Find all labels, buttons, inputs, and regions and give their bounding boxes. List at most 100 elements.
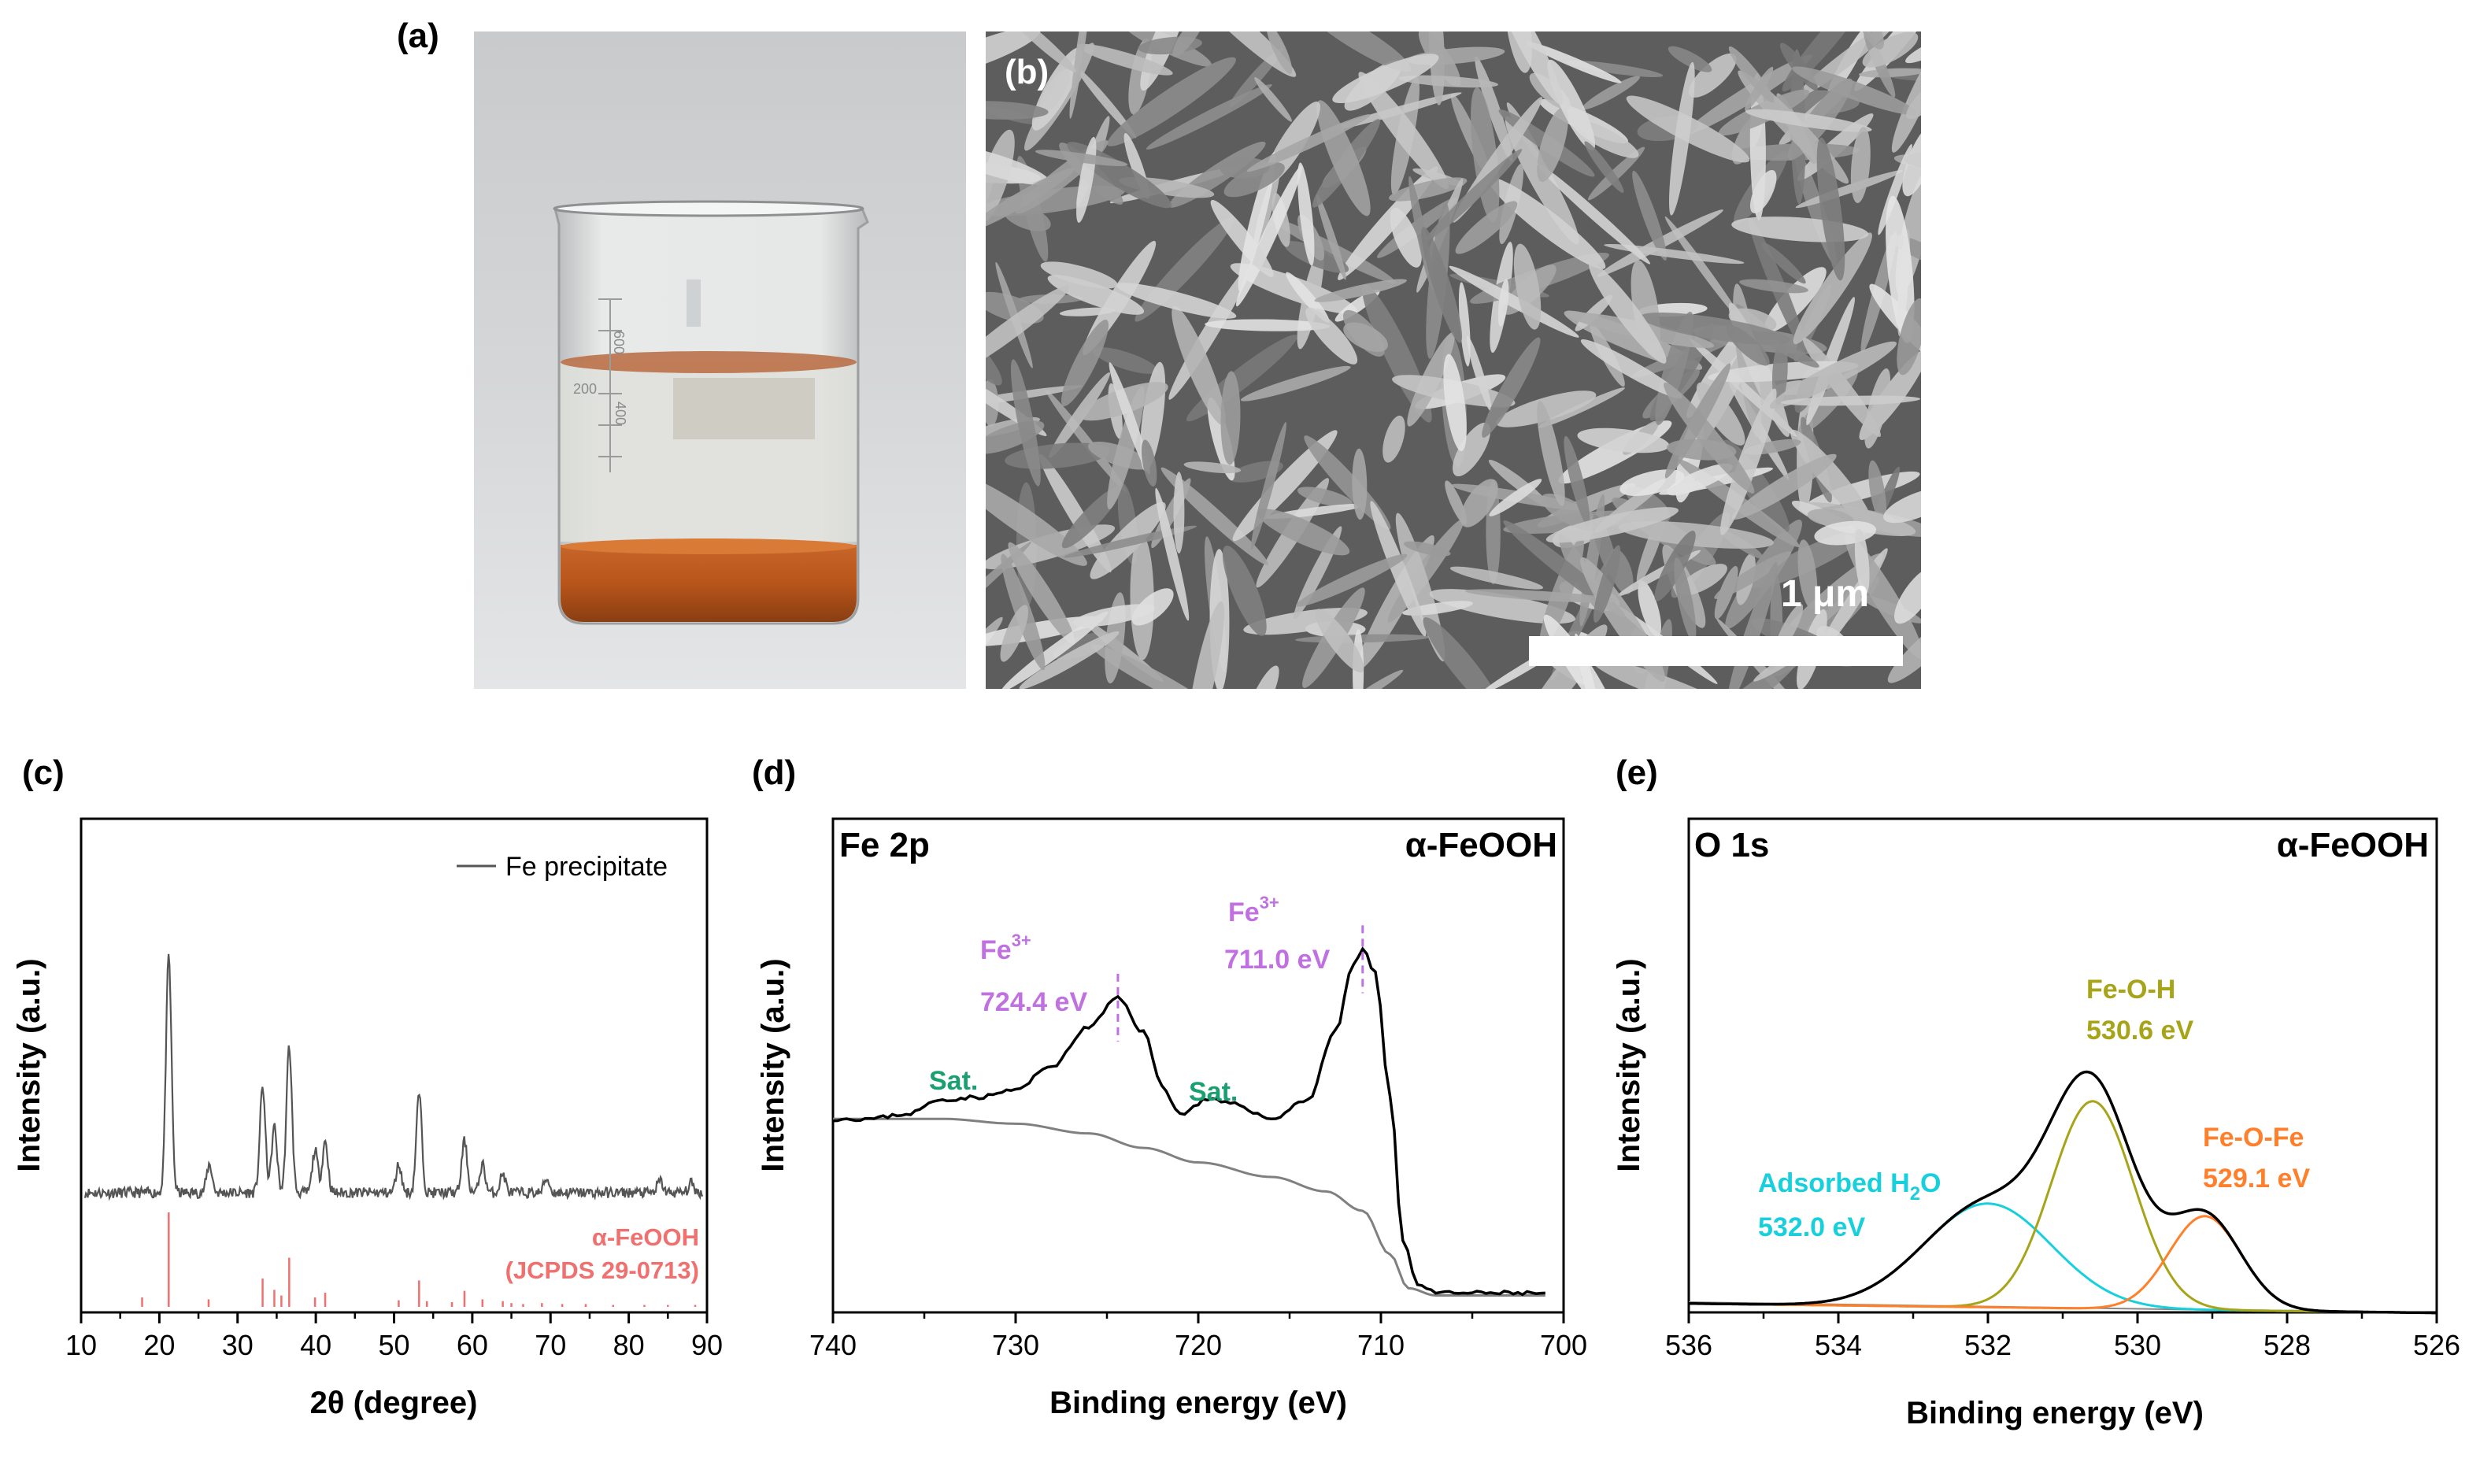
- panel-c-label: (c): [22, 753, 65, 792]
- sem-nanorod: [1304, 435, 1391, 530]
- fe2p-title: Fe 2p: [839, 826, 930, 864]
- sem-nanorod: [1222, 546, 1267, 636]
- fe2p-background-line: [833, 1117, 1545, 1297]
- sem-nanorod: [1130, 534, 1154, 661]
- sem-nanorod: [1286, 272, 1330, 323]
- sem-nanorod: [1338, 669, 1404, 689]
- sem-nanorod: [1423, 617, 1504, 689]
- sem-nanorod: [1850, 127, 1871, 203]
- sem-nanorod: [1418, 31, 1461, 87]
- sem-nanorod: [1780, 395, 1921, 406]
- fefe-value: 529.1 eV: [2203, 1164, 2310, 1193]
- sem-nanorod: [1398, 75, 1498, 88]
- sem-nanorod: [1604, 243, 1745, 265]
- sem-nanorod: [1060, 320, 1109, 407]
- sem-nanorod: [1047, 275, 1145, 315]
- panel-e-label: (e): [1616, 753, 1658, 792]
- sem-nanorod: [1688, 53, 1737, 98]
- sem-nanorod: [1155, 487, 1190, 621]
- x-tick-label: 710: [1357, 1329, 1405, 1361]
- sem-nanorod: [1466, 335, 1492, 412]
- sem-nanorod: [1720, 388, 1777, 535]
- fe2p-peak-markers: [1116, 925, 1364, 1042]
- sem-nanorod: [986, 101, 1049, 120]
- o1s-envelope: [1689, 1070, 2437, 1315]
- sem-nanorod: [986, 385, 1083, 409]
- sem-nanorod: [1482, 337, 1541, 438]
- x-tick-label: 720: [1175, 1329, 1222, 1361]
- sem-nanorod: [1093, 347, 1158, 374]
- sem-nanorod: [1038, 453, 1112, 572]
- sem-nanorod: [1904, 35, 1921, 64]
- sem-nanorod: [1714, 551, 1792, 599]
- sem-nanorod: [1632, 170, 1668, 261]
- x-tick-label: 20: [143, 1329, 175, 1361]
- sem-nanorod: [1246, 114, 1371, 172]
- sem-nanorod: [1192, 31, 1297, 77]
- x-tick-label: 536: [1665, 1329, 1712, 1361]
- sem-nanorod: [1254, 76, 1292, 122]
- sem-nanorod: [1537, 107, 1568, 182]
- sem-nanorod: [1223, 162, 1285, 198]
- sem-nanorod: [1394, 31, 1454, 32]
- sem-nanorod: [1238, 152, 1276, 291]
- sem-nanorod: [1668, 46, 1712, 72]
- sem-nanorod: [1352, 448, 1368, 520]
- o1s-phase: α-FeOOH: [2277, 826, 2429, 864]
- sem-nanorod: [1370, 501, 1427, 637]
- sem-nanorod: [1453, 422, 1491, 477]
- sem-nanorods: [986, 31, 1921, 689]
- feoh-value: 530.6 eV: [2086, 1016, 2193, 1045]
- sem-nanorod: [1674, 557, 1697, 642]
- fe2p-x-axis: 740 730 720 710 700: [809, 1312, 1587, 1361]
- sem-nanorod: [1390, 207, 1422, 268]
- sem-nanorod: [1854, 528, 1870, 596]
- fe2p-spectrum-line: [832, 946, 1545, 1297]
- panel-c: (c) 10 20 30 40 50 60 70 80 90 Fe precipitate α-…: [12, 753, 723, 1420]
- sem-nanorod: [1584, 141, 1624, 193]
- sem-nanorod: [1727, 562, 1778, 689]
- x-tick-label: 10: [65, 1329, 97, 1361]
- panel-a: (a) 600 400 200: [397, 17, 966, 689]
- sem-nanorod: [1513, 243, 1542, 330]
- sem-nanorod: [1858, 68, 1921, 78]
- sem-nanorod: [1494, 31, 1564, 105]
- sem-nanorod: [986, 144, 1049, 185]
- sem-nanorod: [1580, 339, 1682, 399]
- beaker-image: 600 400 200: [553, 200, 869, 625]
- sem-nanorod: [1059, 307, 1116, 316]
- sem-nanorod: [986, 285, 1070, 375]
- sem-nanorod: [1107, 57, 1236, 146]
- sem-nanorod: [1582, 76, 1640, 110]
- fe3-value-724: 724.4 eV: [980, 987, 1087, 1017]
- sem-nanorod: [1240, 365, 1351, 402]
- sem-nanorod: [1314, 279, 1407, 302]
- xrd-x-axis-label: 2θ (degree): [310, 1386, 478, 1420]
- sem-nanorod: [1883, 487, 1921, 524]
- sem-nanorod: [1536, 163, 1651, 265]
- sem-nanorod: [1792, 66, 1918, 116]
- sem-nanorod: [1244, 665, 1279, 689]
- sem-nanorod: [1458, 282, 1471, 367]
- sem-nanorod: [1731, 453, 1837, 520]
- sem-nanorod: [1856, 31, 1884, 50]
- x-tick-label: 532: [1964, 1329, 2012, 1361]
- xrd-legend-label: Fe precipitate: [505, 852, 668, 882]
- sem-nanorod: [1316, 194, 1346, 280]
- sem-nanorod: [1745, 66, 1774, 111]
- scale-bar-label: 1 μm: [1781, 573, 1869, 615]
- sem-nanorod: [1587, 146, 1645, 201]
- sem-nanorod: [1449, 265, 1579, 338]
- sem-nanorod: [1173, 472, 1185, 554]
- x-tick-label: 70: [535, 1329, 566, 1361]
- sem-nanorod: [1449, 566, 1544, 590]
- sem-nanorod: [1669, 61, 1695, 216]
- sem-nanorod: [1749, 169, 1777, 213]
- sem-nanorod: [1010, 359, 1041, 487]
- beaker-mark-400: 400: [613, 402, 628, 425]
- sem-nanorod: [1008, 542, 1075, 645]
- sem-nanorod: [1538, 387, 1625, 428]
- h2o-value: 532.0 eV: [1758, 1212, 1865, 1242]
- sem-nanorod: [1706, 657, 1799, 689]
- sem-nanorod: [986, 31, 1041, 76]
